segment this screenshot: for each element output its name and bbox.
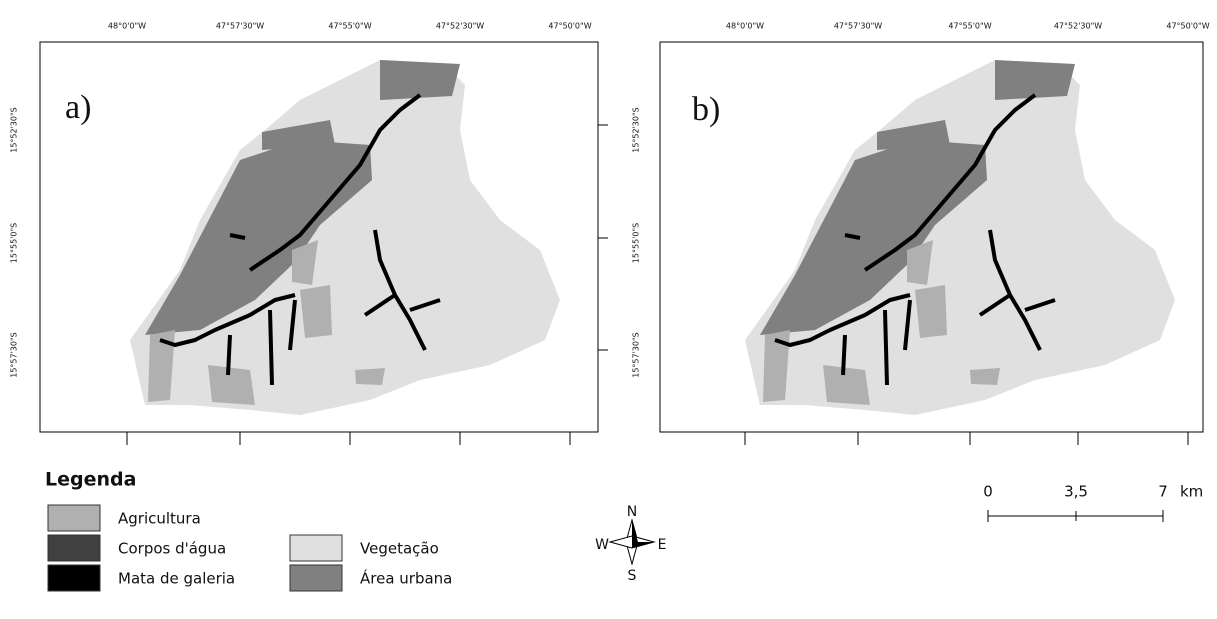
legend-label: Corpos d'água (118, 540, 226, 558)
compass-label: N (627, 504, 637, 520)
latitude-label: 15°57'30"S (632, 332, 641, 378)
scale-bar (987, 510, 1164, 522)
compass-label: E (658, 537, 667, 553)
scale-label: 3,5 (1064, 483, 1088, 501)
panel-frame (659, 41, 1204, 433)
longitude-label: 47°57'30"W (216, 22, 264, 31)
legend-label: Agricultura (118, 510, 201, 528)
legend-label: Vegetação (360, 540, 439, 558)
longitude-label: 47°52'30"W (436, 22, 484, 31)
compass-label: W (595, 537, 609, 553)
legend-swatch (289, 534, 343, 562)
panel-label: a) (65, 89, 91, 126)
legend-swatch (47, 534, 101, 562)
land-cover-map (743, 58, 1177, 417)
panel-frame (39, 41, 599, 433)
longitude-label: 47°50'0"W (1166, 22, 1209, 31)
latitude-label: 15°55'0"S (632, 223, 641, 263)
legend: Agricultura Corpos d'água Mata de galeria V… (47, 504, 452, 592)
longitude-label: 47°57'30"W (834, 22, 882, 31)
scale-unit: km (1180, 483, 1203, 501)
land-cover-map (128, 58, 562, 417)
latitude-label: 15°57'30"S (10, 332, 19, 378)
scale-label: 0 (983, 483, 993, 501)
legend-swatch (289, 564, 343, 592)
scale-label: 7 (1158, 483, 1168, 501)
longitude-label: 47°50'0"W (548, 22, 591, 31)
legend-label: Mata de galeria (118, 570, 235, 588)
compass-label: S (628, 568, 637, 584)
legend-title: Legenda (45, 469, 136, 491)
longitude-label: 48°0'0"W (726, 22, 764, 31)
longitude-label: 47°55'0"W (948, 22, 991, 31)
longitude-label: 47°52'30"W (1054, 22, 1102, 31)
latitude-label: 15°52'30"S (632, 107, 641, 153)
legend-label: Área urbana (360, 569, 452, 588)
latitude-label: 15°55'0"S (10, 223, 19, 263)
latitude-label: 15°52'30"S (10, 107, 19, 153)
longitude-label: 48°0'0"W (108, 22, 146, 31)
compass: N S W E (595, 504, 666, 584)
legend-swatch (47, 504, 101, 532)
legend-swatch (47, 564, 101, 592)
panel-label: b) (692, 91, 720, 128)
longitude-label: 47°55'0"W (328, 22, 371, 31)
